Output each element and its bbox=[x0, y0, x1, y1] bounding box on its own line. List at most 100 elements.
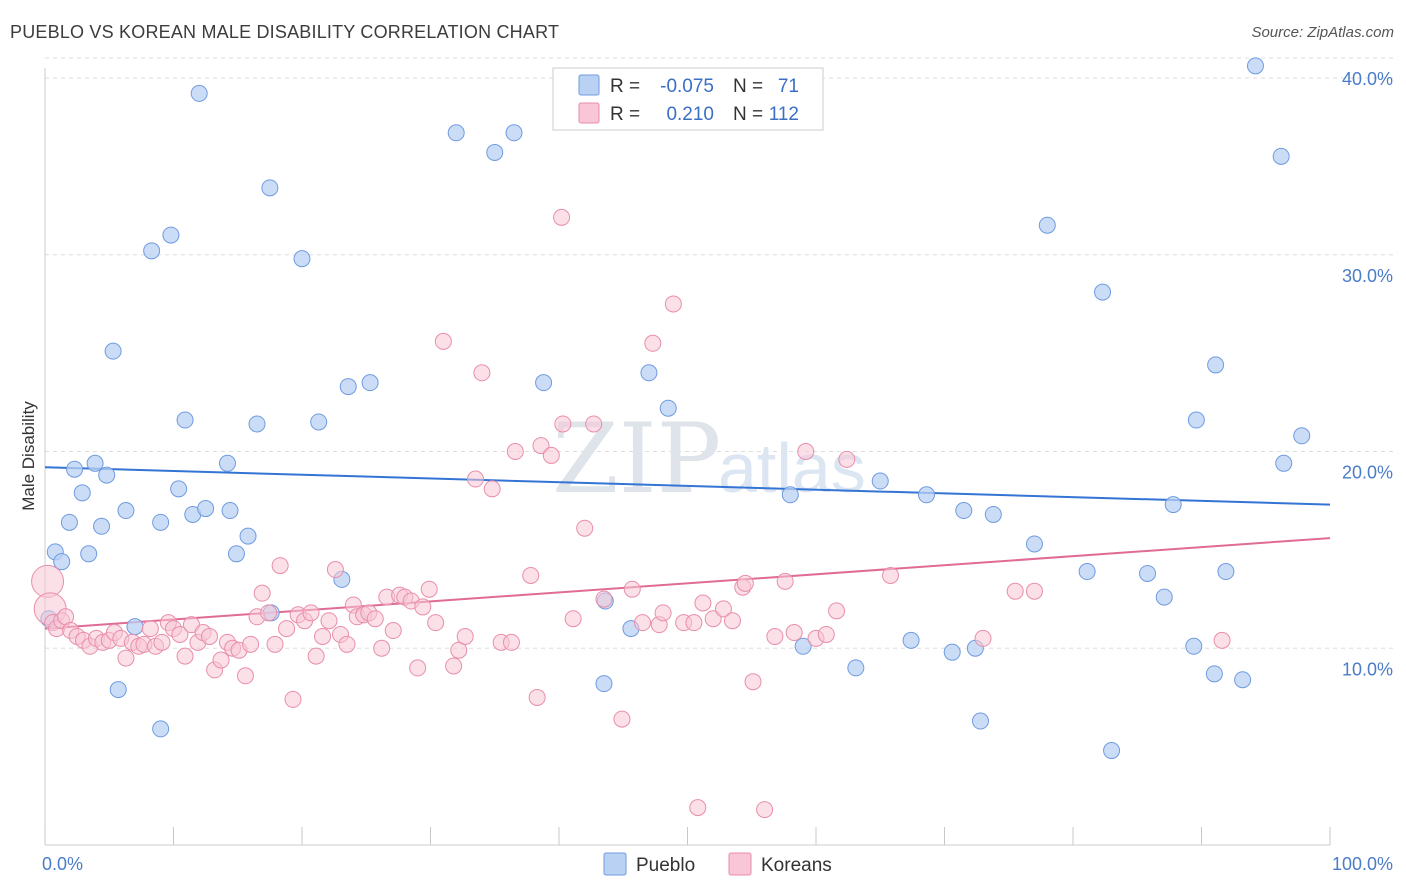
point-pueblo-16 bbox=[152, 513, 170, 531]
point-koreans-98 bbox=[694, 594, 712, 612]
legend-swatch-pueblo bbox=[603, 852, 627, 876]
point-koreans-93 bbox=[654, 604, 672, 622]
point-pueblo-31 bbox=[310, 413, 328, 431]
point-koreans-103 bbox=[744, 673, 762, 691]
point-pueblo-24 bbox=[221, 502, 239, 520]
point-koreans-88 bbox=[613, 710, 631, 728]
point-koreans-112 bbox=[838, 450, 856, 468]
point-pueblo-55 bbox=[1025, 535, 1043, 553]
point-koreans-94 bbox=[664, 295, 682, 313]
legend-label-koreans: Koreans bbox=[761, 855, 832, 876]
point-koreans-48 bbox=[314, 627, 332, 645]
point-koreans-64 bbox=[409, 659, 427, 677]
series-koreans bbox=[31, 208, 1231, 819]
point-pueblo-71 bbox=[1275, 454, 1293, 472]
point-pueblo-57 bbox=[1078, 563, 1096, 581]
point-koreans-47 bbox=[307, 647, 325, 665]
point-koreans-76 bbox=[502, 633, 520, 651]
point-pueblo-38 bbox=[535, 374, 553, 392]
point-koreans-100 bbox=[714, 600, 732, 618]
legend-label-pueblo: Pueblo bbox=[636, 855, 695, 876]
point-koreans-78 bbox=[522, 566, 540, 584]
point-koreans-99 bbox=[704, 610, 722, 628]
point-pueblo-60 bbox=[1139, 564, 1157, 582]
point-koreans-38 bbox=[253, 584, 271, 602]
point-koreans-52 bbox=[338, 635, 356, 653]
point-pueblo-23 bbox=[218, 454, 236, 472]
data-points bbox=[31, 57, 1311, 819]
point-pueblo-19 bbox=[176, 411, 194, 429]
point-koreans-118 bbox=[736, 574, 754, 592]
point-koreans-58 bbox=[373, 639, 391, 657]
point-koreans-36 bbox=[242, 635, 260, 653]
point-pueblo-14 bbox=[143, 242, 161, 260]
chart-title: PUEBLO VS KOREAN MALE DISABILITY CORRELA… bbox=[10, 22, 560, 42]
point-koreans-70 bbox=[450, 641, 468, 659]
point-koreans-111 bbox=[828, 602, 846, 620]
point-pueblo-47 bbox=[871, 472, 889, 490]
point-koreans-40 bbox=[266, 635, 284, 653]
point-pueblo-18 bbox=[170, 480, 188, 498]
point-koreans-117 bbox=[1025, 582, 1043, 600]
series-pueblo bbox=[40, 57, 1311, 760]
point-koreans-49 bbox=[320, 612, 338, 630]
point-pueblo-37 bbox=[505, 124, 523, 142]
trend-line-pueblo bbox=[44, 466, 1331, 506]
tick-labels: 10.0% 20.0% 30.0% 40.0% 0.0% 100.0% bbox=[42, 69, 1393, 874]
x-tick-label-end: 100.0% bbox=[1332, 854, 1393, 874]
point-koreans-57 bbox=[366, 610, 384, 628]
point-koreans-0 bbox=[31, 564, 65, 598]
point-pueblo-53 bbox=[971, 712, 989, 730]
point-pueblo-27 bbox=[248, 415, 266, 433]
point-pueblo-46 bbox=[847, 659, 865, 677]
point-koreans-83 bbox=[554, 415, 572, 433]
point-koreans-87 bbox=[595, 590, 613, 608]
point-pueblo-15 bbox=[152, 720, 170, 738]
point-koreans-46 bbox=[302, 604, 320, 622]
point-koreans-86 bbox=[585, 415, 603, 433]
point-koreans-19 bbox=[141, 620, 159, 638]
point-pueblo-8 bbox=[93, 517, 111, 535]
point-koreans-72 bbox=[466, 470, 484, 488]
point-pueblo-4 bbox=[66, 460, 84, 478]
point-koreans-35 bbox=[236, 667, 254, 685]
point-koreans-110 bbox=[817, 625, 835, 643]
point-koreans-108 bbox=[797, 443, 815, 460]
point-koreans-77 bbox=[506, 443, 524, 460]
y-tick-label-40: 40.0% bbox=[1342, 69, 1393, 89]
series-legend: Pueblo Koreans bbox=[603, 852, 832, 876]
point-koreans-90 bbox=[634, 614, 652, 632]
point-koreans-74 bbox=[483, 480, 501, 498]
point-koreans-65 bbox=[414, 598, 432, 616]
point-pueblo-22 bbox=[197, 500, 215, 518]
point-koreans-50 bbox=[326, 561, 344, 579]
point-koreans-113 bbox=[882, 566, 900, 584]
point-koreans-80 bbox=[532, 437, 550, 455]
point-pueblo-64 bbox=[1187, 411, 1205, 429]
point-koreans-31 bbox=[212, 651, 230, 669]
point-pueblo-2 bbox=[53, 553, 71, 571]
stats-n-label-pueblo: N = bbox=[733, 76, 763, 97]
point-pueblo-11 bbox=[109, 681, 127, 699]
stats-r-label-koreans: R = bbox=[610, 104, 640, 125]
point-pueblo-45 bbox=[794, 637, 812, 655]
stats-n-value-pueblo: 71 bbox=[778, 76, 799, 97]
point-pueblo-6 bbox=[80, 545, 98, 563]
point-koreans-25 bbox=[176, 647, 194, 665]
point-pueblo-34 bbox=[361, 374, 379, 392]
point-koreans-79 bbox=[528, 688, 546, 706]
point-koreans-96 bbox=[685, 614, 703, 632]
x-tick-label-start: 0.0% bbox=[42, 854, 83, 874]
point-koreans-97 bbox=[689, 799, 707, 817]
source-attribution: Source: ZipAtlas.com bbox=[1251, 24, 1394, 41]
y-tick-label-10: 10.0% bbox=[1342, 659, 1393, 679]
y-tick-label-20: 20.0% bbox=[1342, 463, 1393, 483]
point-pueblo-28 bbox=[261, 179, 279, 197]
point-koreans-71 bbox=[456, 627, 474, 645]
point-koreans-67 bbox=[427, 614, 445, 632]
stats-legend-swatch-pueblo bbox=[578, 74, 600, 96]
point-koreans-89 bbox=[623, 580, 641, 598]
point-koreans-15 bbox=[117, 649, 135, 667]
point-pueblo-69 bbox=[1246, 57, 1264, 75]
